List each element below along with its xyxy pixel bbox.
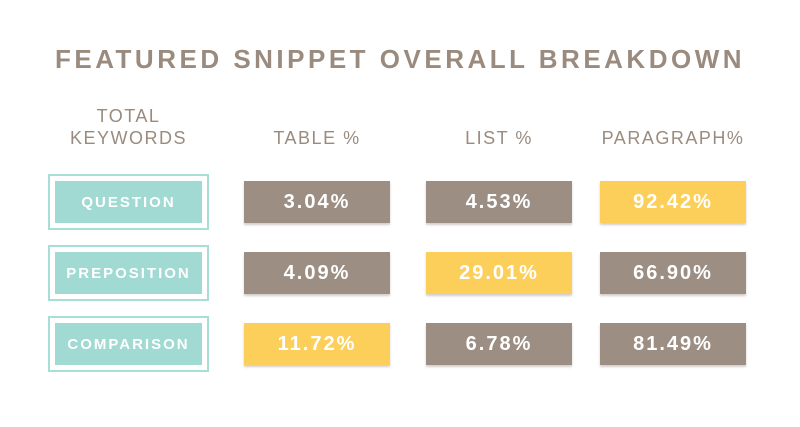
keyword-label: PREPOSITION xyxy=(55,252,202,294)
keyword-label: COMPARISON xyxy=(55,323,202,365)
cell-preposition-paragraph-percent: 66.90% xyxy=(600,252,746,294)
total-keywords-line2: KEYWORDS xyxy=(69,128,187,148)
keyword-badge-question: QUESTION xyxy=(48,174,209,230)
table-row-comparison: COMPARISON 11.72% 6.78% 81.49% xyxy=(48,316,800,372)
cell-question-table-percent: 3.04% xyxy=(244,181,390,223)
column-header-total-keywords: TOTAL KEYWORDS xyxy=(48,105,209,149)
cell-preposition-list-percent: 29.01% xyxy=(426,252,572,294)
column-header-paragraph-percent: PARAGRAPH% xyxy=(601,128,745,148)
keyword-badge-comparison: COMPARISON xyxy=(48,316,209,372)
keyword-label: QUESTION xyxy=(55,181,202,223)
cell-comparison-list-percent: 6.78% xyxy=(426,323,572,365)
table-body: QUESTION 3.04% 4.53% 92.42% PREPOSITION … xyxy=(0,174,800,372)
table-row-preposition: PREPOSITION 4.09% 29.01% 66.90% xyxy=(48,245,800,301)
keyword-badge-preposition: PREPOSITION xyxy=(48,245,209,301)
total-keywords-line1: TOTAL xyxy=(96,106,161,126)
cell-comparison-table-percent: 11.72% xyxy=(244,323,390,365)
column-header-list-percent: LIST % xyxy=(465,128,533,148)
cell-comparison-paragraph-percent: 81.49% xyxy=(600,323,746,365)
chart-title: FEATURED SNIPPET OVERALL BREAKDOWN xyxy=(54,44,746,74)
cell-question-paragraph-percent: 92.42% xyxy=(600,181,746,223)
column-header-row: TOTAL KEYWORDS TABLE % LIST % PARAGRAPH% xyxy=(48,105,800,149)
column-header-table-percent: TABLE % xyxy=(273,128,361,148)
cell-preposition-table-percent: 4.09% xyxy=(244,252,390,294)
table-row-question: QUESTION 3.04% 4.53% 92.42% xyxy=(48,174,800,230)
cell-question-list-percent: 4.53% xyxy=(426,181,572,223)
